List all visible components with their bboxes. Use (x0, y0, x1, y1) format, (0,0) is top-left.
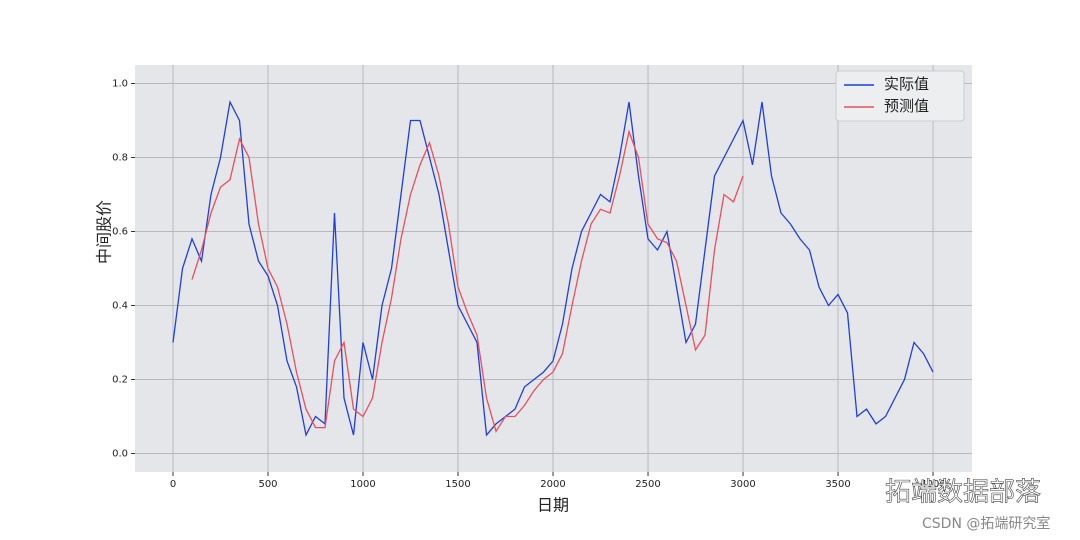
x-tick-label: 1000 (350, 479, 375, 490)
x-tick-label: 3000 (730, 479, 755, 490)
x-tick-label: 2500 (635, 479, 660, 490)
watermark: CSDN @拓端研究室 (922, 515, 1050, 532)
x-tick-label: 0 (170, 479, 176, 490)
x-tick-label: 2000 (540, 479, 565, 490)
y-tick-label: 0.8 (112, 153, 128, 164)
x-tick-label: 3500 (825, 479, 850, 490)
y-tick-label: 1.0 (112, 79, 128, 90)
watermark: 拓端数据部落 (885, 478, 1041, 508)
legend-label: 实际值 (884, 75, 929, 93)
y-tick-label: 0.2 (112, 375, 128, 386)
x-tick-label: 500 (258, 479, 277, 490)
x-axis-label: 日期 (537, 496, 569, 515)
line-series (191, 129, 744, 433)
legend-label: 预测值 (884, 97, 929, 115)
y-tick-label: 0.4 (112, 301, 128, 312)
y-tick-label: 0.6 (112, 227, 128, 238)
x-tick-label: 1500 (445, 479, 470, 490)
legend (835, 70, 965, 122)
y-tick-label: 0.0 (112, 449, 128, 460)
line-series (172, 99, 934, 437)
x-tick-label: 4000 (920, 479, 945, 490)
y-axis-label: 中间股价 (95, 200, 114, 264)
